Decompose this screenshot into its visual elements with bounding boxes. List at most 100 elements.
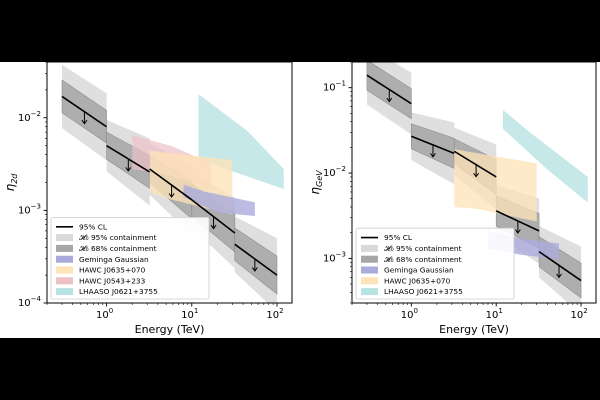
legend-patch-swatch [56, 255, 73, 263]
upper-limit-arrow [386, 89, 393, 103]
x-tick-base: 10 [266, 310, 279, 321]
legend-label: LHAASO J0621+3755 [79, 287, 158, 296]
upper-limit-arrow [556, 265, 562, 279]
legend-entry: LHAASO J0621+3755 [56, 287, 158, 296]
x-tick-base: 10 [181, 310, 194, 321]
x-tick-exponent: 2 [583, 307, 587, 315]
upper-limit-arrow [81, 111, 88, 125]
upper-limit-line [366, 74, 412, 105]
x-axis-label: Energy (TeV) [135, 323, 205, 336]
x-tick-label: 100 [96, 307, 113, 321]
upper-limit-arrow [168, 185, 175, 198]
legend: 95% CL 𝓗₀ 95% containment 𝓗₀ 68% containme… [50, 216, 210, 300]
y-tick-exponent: −3 [31, 202, 41, 210]
arrow-head [125, 167, 132, 172]
y-tick-label: 10−2 [18, 110, 41, 124]
legend-entry: 𝓗₀ 95% containment [361, 244, 462, 253]
legend-label: 𝓗₀ 68% containment [384, 255, 462, 264]
x-tick-base: 10 [401, 310, 414, 321]
legend-frame [50, 216, 210, 300]
legend-entry: 𝓗₀ 68% containment [56, 244, 157, 253]
y-tick-label: 10−3 [323, 250, 346, 264]
y-tick-label: 10−3 [18, 202, 41, 216]
legend-label: LHAASO J0621+3755 [384, 287, 463, 296]
legend-patch-swatch [361, 288, 378, 296]
plot-area [366, 62, 588, 303]
legend-entry: 95% CL [361, 233, 413, 242]
upper-limit-arrow [210, 216, 217, 230]
legend-patch-swatch [361, 244, 378, 252]
upper-limit-line [149, 168, 193, 201]
arrow-head [168, 193, 175, 198]
legend-label: HAWC J0543+233 [79, 276, 146, 285]
upper-limit-line [411, 135, 455, 155]
x-tick-label: 100 [401, 307, 418, 321]
legend-entry: HAWC J0635+070 [361, 276, 451, 285]
x-tick-label: 102 [266, 307, 283, 321]
x-tick-base: 10 [570, 310, 583, 321]
y-tick-exponent: −2 [31, 110, 41, 118]
y-axis-label: η2d [3, 173, 19, 192]
arrow-head [473, 172, 480, 178]
x-tick-exponent: 0 [109, 307, 113, 315]
upper-limit-arrow [430, 144, 436, 158]
legend-label: Geminga Gaussian [79, 255, 149, 264]
arrow-head [81, 119, 88, 125]
y-axis-label-symbol: η [3, 183, 17, 191]
legend-label: HAWC J0635+070 [384, 276, 451, 285]
upper-limit-line [191, 199, 236, 234]
legend-patch-swatch [56, 234, 73, 242]
upper-limit-line [538, 250, 582, 282]
y-tick-label: 10−1 [323, 80, 346, 94]
legend-label: 95% CL [384, 233, 413, 242]
y-tick-label: 10−2 [323, 165, 346, 179]
minor-ticks [350, 61, 578, 305]
figure: 100 101 102 10−4 10−3 10−2 Energy (TeV) η2d 95% … [0, 61, 600, 338]
x-tick-label: 101 [181, 307, 198, 321]
legend-frame [355, 227, 515, 300]
region-geminga-gaussian [183, 184, 255, 216]
legend-entry: 𝓗₀ 68% containment [361, 255, 462, 264]
legend-patch-swatch [56, 244, 73, 252]
legend-patch-swatch [56, 288, 73, 296]
legend-patch-swatch [56, 266, 73, 274]
upper-limit-arrow [514, 220, 521, 234]
upper-limit-arrow [125, 158, 132, 172]
upper-limit-line [453, 150, 497, 178]
legend-patch-swatch [361, 277, 378, 285]
x-axis-label: Energy (TeV) [439, 323, 509, 336]
y-tick-exponent: −2 [336, 165, 346, 173]
arrow-head [556, 273, 562, 279]
arrow-head [251, 267, 258, 272]
region-hawc-j0635-070 [454, 149, 537, 222]
legend-entry: Geminga Gaussian [56, 255, 149, 264]
y-tick-base: 10 [323, 168, 336, 179]
legend-entry: LHAASO J0621+3755 [361, 287, 463, 296]
y-tick-exponent: −4 [31, 295, 42, 303]
x-tick-exponent: 1 [194, 307, 198, 315]
y-tick-base: 10 [18, 298, 31, 309]
arrow-head [430, 153, 436, 158]
legend-label: 𝓗₀ 95% containment [79, 233, 157, 242]
x-tick-label: 101 [486, 307, 503, 321]
y-tick-exponent: −3 [336, 250, 346, 258]
legend-label: Geminga Gaussian [384, 266, 454, 275]
legend-label: 𝓗₀ 95% containment [384, 244, 462, 253]
upper-limit-line [495, 210, 540, 232]
legend-patch-swatch [56, 277, 73, 285]
y-tick-base: 10 [18, 205, 31, 216]
plot-area [61, 64, 284, 303]
y-axis-label-subscript: 2d [10, 173, 19, 184]
x-tick-exponent: 0 [413, 307, 417, 315]
y-tick-base: 10 [18, 113, 31, 124]
x-tick-exponent: 2 [279, 307, 283, 315]
legend-label: 𝓗₀ 68% containment [79, 244, 157, 253]
x-tick-label: 102 [570, 307, 587, 321]
legend-label: HAWC J0635+070 [79, 266, 146, 275]
x-tick-base: 10 [96, 310, 109, 321]
x-tick-base: 10 [486, 310, 499, 321]
upper-limit-arrow [473, 164, 480, 178]
y-axis-label-subscript: GeV [315, 170, 324, 187]
upper-limit-arrow [251, 258, 258, 272]
